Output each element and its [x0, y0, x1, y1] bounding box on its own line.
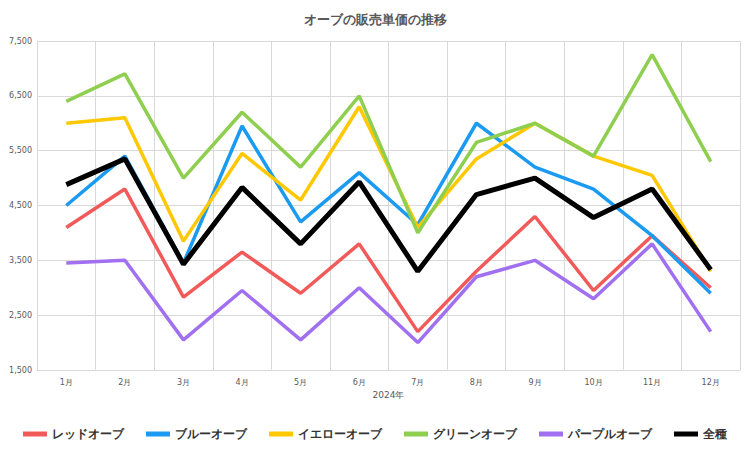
svg-text:パープルオーブ: パープルオーブ [567, 427, 653, 441]
svg-text:オーブの販売単価の推移: オーブの販売単価の推移 [304, 12, 447, 27]
svg-text:6,500: 6,500 [9, 91, 32, 100]
svg-text:9月: 9月 [528, 378, 541, 387]
svg-text:1,500: 1,500 [9, 366, 32, 375]
svg-text:3月: 3月 [177, 378, 190, 387]
svg-text:2月: 2月 [118, 378, 131, 387]
svg-text:5月: 5月 [294, 378, 307, 387]
svg-text:イエローオーブ: イエローオーブ [298, 427, 383, 441]
svg-text:8月: 8月 [470, 378, 483, 387]
svg-text:4月: 4月 [235, 378, 248, 387]
svg-text:7,500: 7,500 [9, 37, 32, 46]
svg-text:グリーンオーブ: グリーンオーブ [433, 427, 518, 441]
svg-text:12月: 12月 [702, 378, 720, 387]
svg-text:3,500: 3,500 [9, 256, 32, 265]
svg-text:全種: 全種 [702, 427, 727, 441]
svg-text:2024年: 2024年 [373, 390, 405, 400]
svg-text:5,500: 5,500 [9, 146, 32, 155]
svg-text:7月: 7月 [411, 378, 424, 387]
svg-text:10月: 10月 [584, 378, 602, 387]
svg-text:11月: 11月 [643, 378, 661, 387]
svg-text:4,500: 4,500 [9, 201, 32, 210]
svg-text:ブルーオーブ: ブルーオーブ [175, 427, 248, 441]
svg-text:レッドオーブ: レッドオーブ [52, 427, 125, 441]
svg-text:6月: 6月 [353, 378, 366, 387]
svg-text:2,500: 2,500 [9, 311, 32, 320]
svg-text:1月: 1月 [60, 378, 73, 387]
